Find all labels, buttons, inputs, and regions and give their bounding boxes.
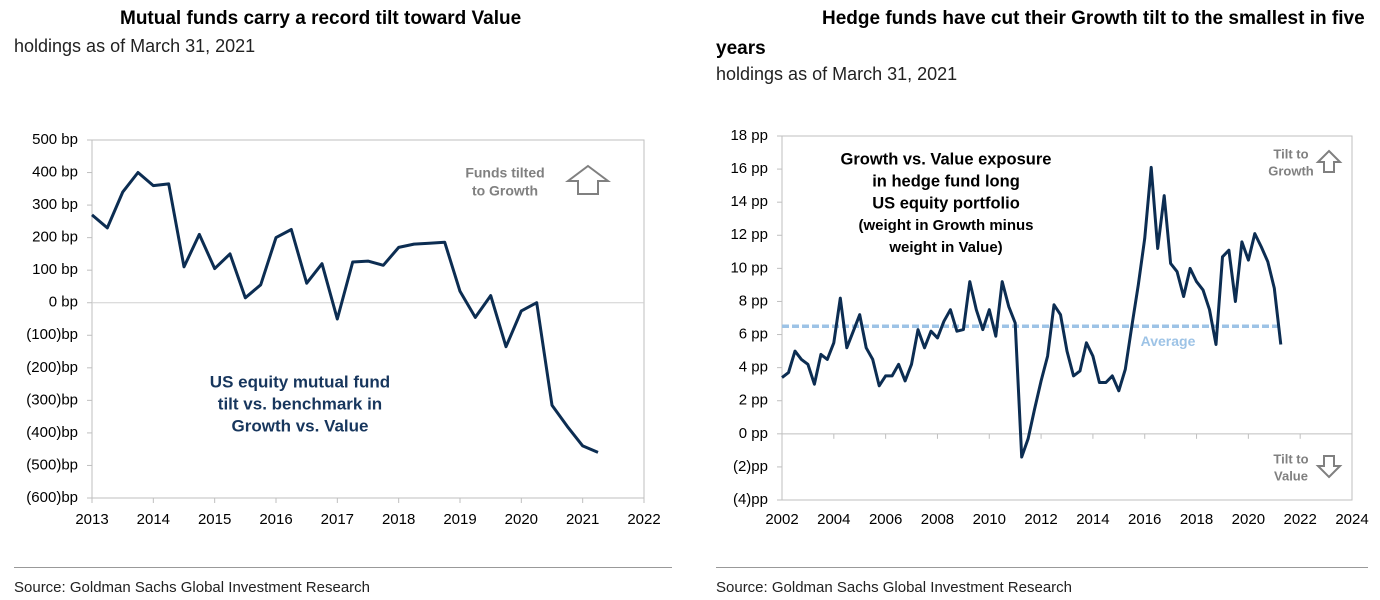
x-tick-label: 2014 bbox=[1076, 511, 1109, 528]
x-tick-label: 2002 bbox=[765, 511, 798, 528]
plot-frame bbox=[91, 139, 645, 499]
annotation: US equity mutual fund bbox=[210, 372, 390, 391]
x-tick-label: 2008 bbox=[921, 511, 954, 528]
annotation: Tilt to bbox=[1273, 451, 1308, 466]
divider bbox=[14, 567, 672, 568]
x-tick-label: 2022 bbox=[627, 511, 660, 528]
y-tick-label: 200 bp bbox=[32, 229, 78, 246]
x-tick-label: 2016 bbox=[259, 511, 292, 528]
annotation: in hedge fund long bbox=[872, 172, 1020, 190]
annotation: (weight in Growth minus bbox=[859, 217, 1034, 234]
x-tick-label: 2020 bbox=[505, 511, 538, 528]
annotation: weight in Value) bbox=[888, 239, 1002, 256]
x-tick-label: 2017 bbox=[321, 511, 354, 528]
y-tick-label: 8 pp bbox=[739, 292, 768, 309]
y-tick-label: 4 pp bbox=[739, 359, 768, 376]
x-tick-label: 2013 bbox=[75, 511, 108, 528]
x-tick-label: 2018 bbox=[1180, 511, 1213, 528]
annotation: Funds tilted bbox=[465, 165, 544, 181]
up-arrow bbox=[1315, 149, 1343, 173]
x-tick-label: 2024 bbox=[1335, 511, 1368, 528]
y-tick-label: 10 pp bbox=[730, 259, 768, 276]
x-tick-label: 2010 bbox=[973, 511, 1006, 528]
y-tick-label: (600)bp bbox=[26, 489, 78, 506]
up-arrow bbox=[565, 164, 611, 195]
source: Source: Goldman Sachs Global Investment … bbox=[14, 579, 371, 596]
x-tick-label: 2021 bbox=[566, 511, 599, 528]
source: Source: Goldman Sachs Global Investment … bbox=[716, 579, 1073, 596]
annotation: Growth bbox=[1268, 163, 1314, 178]
x-tick-label: 2004 bbox=[817, 511, 850, 528]
y-tick-label: 18 pp bbox=[730, 127, 768, 144]
average-label: Average bbox=[1141, 333, 1196, 349]
y-tick-label: 400 bp bbox=[32, 164, 78, 181]
y-tick-label: 2 pp bbox=[739, 392, 768, 409]
y-tick-label: 500 bp bbox=[32, 131, 78, 148]
annotation: Value bbox=[1274, 468, 1308, 483]
chart-title: Mutual funds carry a record tilt toward … bbox=[120, 8, 522, 29]
y-tick-label: 100 bp bbox=[32, 261, 78, 278]
y-tick-label: (500)bp bbox=[26, 456, 78, 473]
annotation: Growth vs. Value exposure bbox=[841, 150, 1052, 168]
y-tick-label: 0 pp bbox=[739, 425, 768, 442]
y-tick-label: (2)pp bbox=[733, 458, 768, 475]
y-tick-label: 300 bp bbox=[32, 196, 78, 213]
y-tick-label: (200)bp bbox=[26, 359, 78, 376]
y-tick-label: (100)bp bbox=[26, 326, 78, 343]
y-tick-label: 14 pp bbox=[730, 193, 768, 210]
y-tick-label: 6 pp bbox=[739, 326, 768, 343]
data-line bbox=[91, 171, 599, 454]
x-tick-label: 2015 bbox=[198, 511, 231, 528]
x-tick-label: 2018 bbox=[382, 511, 415, 528]
x-tick-label: 2016 bbox=[1128, 511, 1161, 528]
chart-subtitle: holdings as of March 31, 2021 bbox=[14, 36, 256, 56]
annotation: tilt vs. benchmark in bbox=[218, 394, 382, 413]
annotation: US equity portfolio bbox=[872, 194, 1020, 212]
chart-title: Hedge funds have cut their Growth tilt t… bbox=[716, 8, 1365, 59]
x-tick-label: 2012 bbox=[1024, 511, 1057, 528]
y-tick-label: 16 pp bbox=[730, 160, 768, 177]
annotation: Tilt to bbox=[1273, 146, 1308, 161]
data-line bbox=[781, 165, 1283, 459]
x-tick-label: 2020 bbox=[1232, 511, 1265, 528]
x-tick-label: 2014 bbox=[137, 511, 170, 528]
chart-subtitle: holdings as of March 31, 2021 bbox=[716, 64, 958, 84]
y-tick-label: 12 pp bbox=[730, 226, 768, 243]
divider bbox=[716, 567, 1368, 568]
x-tick-label: 2019 bbox=[443, 511, 476, 528]
down-arrow bbox=[1315, 455, 1343, 479]
y-tick-label: (300)bp bbox=[26, 391, 78, 408]
y-tick-label: 0 bp bbox=[49, 294, 78, 311]
annotation: Growth vs. Value bbox=[232, 416, 369, 435]
plot-frame bbox=[781, 135, 1353, 501]
x-tick-label: 2006 bbox=[869, 511, 902, 528]
x-tick-label: 2022 bbox=[1283, 511, 1316, 528]
annotation: to Growth bbox=[472, 183, 538, 199]
y-tick-label: (400)bp bbox=[26, 424, 78, 441]
y-tick-label: (4)pp bbox=[733, 491, 768, 508]
